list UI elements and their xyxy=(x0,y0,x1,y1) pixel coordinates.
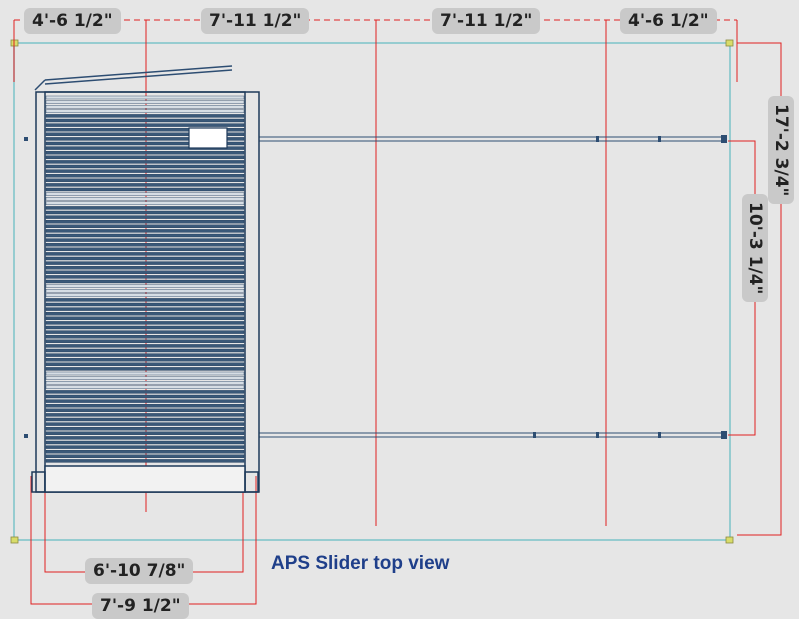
slat xyxy=(45,284,245,288)
site-outline xyxy=(13,42,731,541)
slat-stack xyxy=(45,95,245,463)
slat xyxy=(45,132,245,137)
slat xyxy=(45,109,245,114)
slat xyxy=(45,371,245,376)
slat xyxy=(45,146,245,150)
slat xyxy=(45,206,245,210)
slat xyxy=(45,275,245,279)
slat xyxy=(45,321,245,325)
slat xyxy=(45,436,245,440)
slat xyxy=(45,150,245,155)
slat xyxy=(45,256,245,261)
rails xyxy=(259,136,724,438)
slat xyxy=(45,178,245,183)
slat xyxy=(45,289,245,293)
slat xyxy=(45,459,245,463)
dimension-label-top-4: 4'-6 1/2" xyxy=(620,8,717,34)
slat xyxy=(45,261,245,265)
slat xyxy=(45,417,245,422)
slat xyxy=(45,270,245,274)
slat xyxy=(45,312,245,316)
dimension-label-track-length: 10'-3 1/4" xyxy=(742,194,768,303)
slat xyxy=(45,385,245,389)
slat xyxy=(45,390,245,394)
slat xyxy=(45,316,245,320)
slat xyxy=(45,127,245,132)
slat xyxy=(45,100,245,104)
slat xyxy=(45,219,245,224)
slat xyxy=(45,413,245,417)
rail-joints xyxy=(24,135,727,439)
slat xyxy=(45,344,245,348)
slat xyxy=(45,454,245,458)
slat xyxy=(45,335,245,339)
slat xyxy=(45,348,245,353)
slat xyxy=(45,155,245,160)
slat xyxy=(45,408,245,412)
slat xyxy=(45,339,245,343)
slat xyxy=(45,183,245,187)
slat xyxy=(45,422,245,426)
top-arm xyxy=(34,65,233,91)
dimension-label-top-3: 7'-11 1/2" xyxy=(432,8,541,34)
slat xyxy=(45,137,245,141)
slat xyxy=(45,141,245,146)
top-dimension-chain xyxy=(13,19,738,82)
slat xyxy=(45,307,245,311)
slat xyxy=(45,376,245,380)
slat xyxy=(45,242,245,247)
slat xyxy=(45,192,245,196)
slat xyxy=(45,233,245,238)
slat xyxy=(45,238,245,242)
slat xyxy=(45,164,245,169)
slat xyxy=(45,160,245,164)
slat xyxy=(45,215,245,219)
slat xyxy=(45,266,245,270)
slat xyxy=(45,353,245,357)
drawing-title: APS Slider top view xyxy=(271,553,450,574)
slat xyxy=(45,394,245,399)
slat xyxy=(45,279,245,284)
slat xyxy=(45,440,245,445)
slat xyxy=(45,431,245,435)
slat xyxy=(45,445,245,449)
slat xyxy=(45,229,245,233)
slat xyxy=(45,381,245,385)
slat xyxy=(45,362,245,366)
dimension-label-inner-width: 6'-10 7/8" xyxy=(85,558,194,584)
slat xyxy=(45,123,245,127)
slat xyxy=(45,293,245,297)
slat xyxy=(45,201,245,206)
unit-frame xyxy=(31,91,260,493)
slat xyxy=(45,450,245,454)
slat xyxy=(45,169,245,173)
slat xyxy=(45,404,245,408)
slat xyxy=(45,210,245,215)
motor-box xyxy=(188,127,228,149)
slat xyxy=(45,302,245,307)
slat xyxy=(45,114,245,118)
slat xyxy=(45,330,245,334)
slat xyxy=(45,367,245,371)
slat xyxy=(45,104,245,109)
dimension-label-outer-width: 7'-9 1/2" xyxy=(92,593,189,619)
slat xyxy=(45,187,245,192)
slat xyxy=(45,399,245,403)
dimension-label-top-2: 7'-11 1/2" xyxy=(201,8,310,34)
slat xyxy=(45,95,245,100)
slat xyxy=(45,325,245,330)
slat xyxy=(45,358,245,362)
dimension-label-top-1: 4'-6 1/2" xyxy=(24,8,121,34)
slat xyxy=(45,118,245,123)
slat xyxy=(45,224,245,229)
slat xyxy=(45,173,245,178)
slat xyxy=(45,427,245,431)
slat xyxy=(45,298,245,302)
slat xyxy=(45,247,245,252)
slat xyxy=(45,252,245,256)
overall-depth-dimension xyxy=(737,42,782,536)
dimension-label-overall-depth: 17'-2 3/4" xyxy=(768,96,794,205)
slat xyxy=(45,196,245,201)
